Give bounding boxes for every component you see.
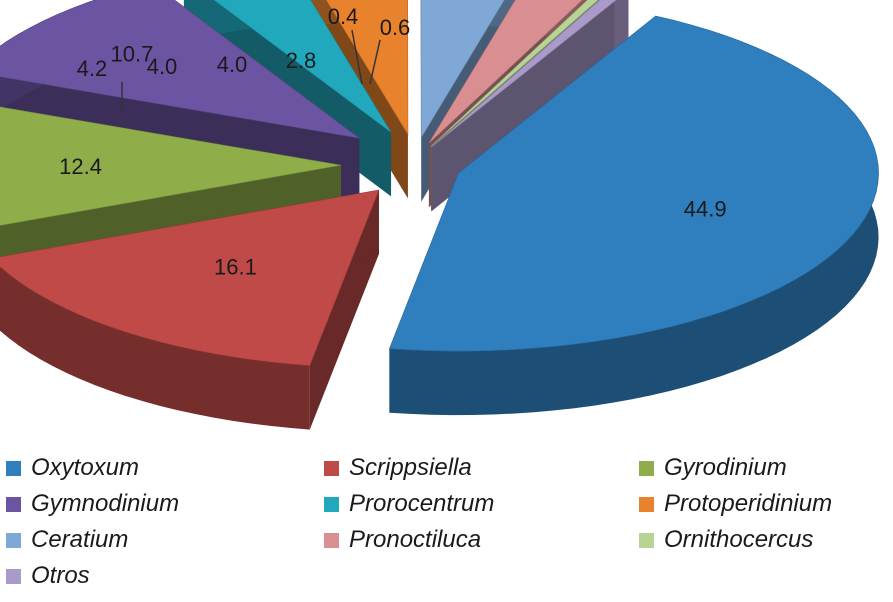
legend-swatch (6, 533, 21, 548)
legend-swatch (324, 497, 339, 512)
legend-swatch (324, 533, 339, 548)
legend-label: Prorocentrum (349, 490, 494, 518)
legend-label: Scrippsiella (349, 454, 472, 482)
legend-item-otros: Otros (6, 558, 90, 594)
legend-swatch (639, 533, 654, 548)
data-label-pronoctiluca: 2.8 (286, 48, 317, 73)
legend-label: Ceratium (31, 526, 128, 554)
legend-label: Pronoctiluca (349, 526, 481, 554)
legend-item-gyrodinium: Gyrodinium (639, 450, 787, 486)
legend-swatch (324, 461, 339, 476)
data-label-gyrodinium: 12.4 (59, 154, 102, 179)
data-label-prorocentrum: 4.2 (77, 56, 108, 81)
legend-label: Ornithocercus (664, 526, 813, 554)
legend-item-ornithocercus: Ornithocercus (639, 522, 813, 558)
legend-swatch (6, 461, 21, 476)
legend-item-ceratium: Ceratium (6, 522, 128, 558)
legend-swatch (639, 461, 654, 476)
legend-label: Protoperidinium (664, 490, 832, 518)
data-label-oxytoxum: 44.9 (684, 197, 727, 222)
legend-swatch (6, 569, 21, 584)
legend-item-pronoctiluca: Pronoctiluca (324, 522, 481, 558)
data-label-scrippsiella: 16.1 (214, 255, 257, 280)
data-label-ceratium: 4.0 (217, 52, 248, 77)
legend-item-gymnodinium: Gymnodinium (6, 486, 179, 522)
legend-swatch (639, 497, 654, 512)
legend-swatch (6, 497, 21, 512)
legend-item-protoperidinium: Protoperidinium (639, 486, 832, 522)
data-label-otros: 0.6 (380, 15, 411, 40)
data-label-protoperidinium: 4.0 (147, 54, 178, 79)
data-label-ornithocercus: 0.4 (328, 4, 359, 29)
legend-label: Gyrodinium (664, 454, 787, 482)
legend-label: Gymnodinium (31, 490, 179, 518)
legend-item-oxytoxum: Oxytoxum (6, 450, 139, 486)
legend-item-prorocentrum: Prorocentrum (324, 486, 494, 522)
legend-label: Oxytoxum (31, 454, 139, 482)
legend-item-scrippsiella: Scrippsiella (324, 450, 472, 486)
legend-label: Otros (31, 562, 90, 590)
pie-chart: 44.916.112.410.74.2 4.0 4.0 2.80.4 0.6 (0, 0, 893, 440)
